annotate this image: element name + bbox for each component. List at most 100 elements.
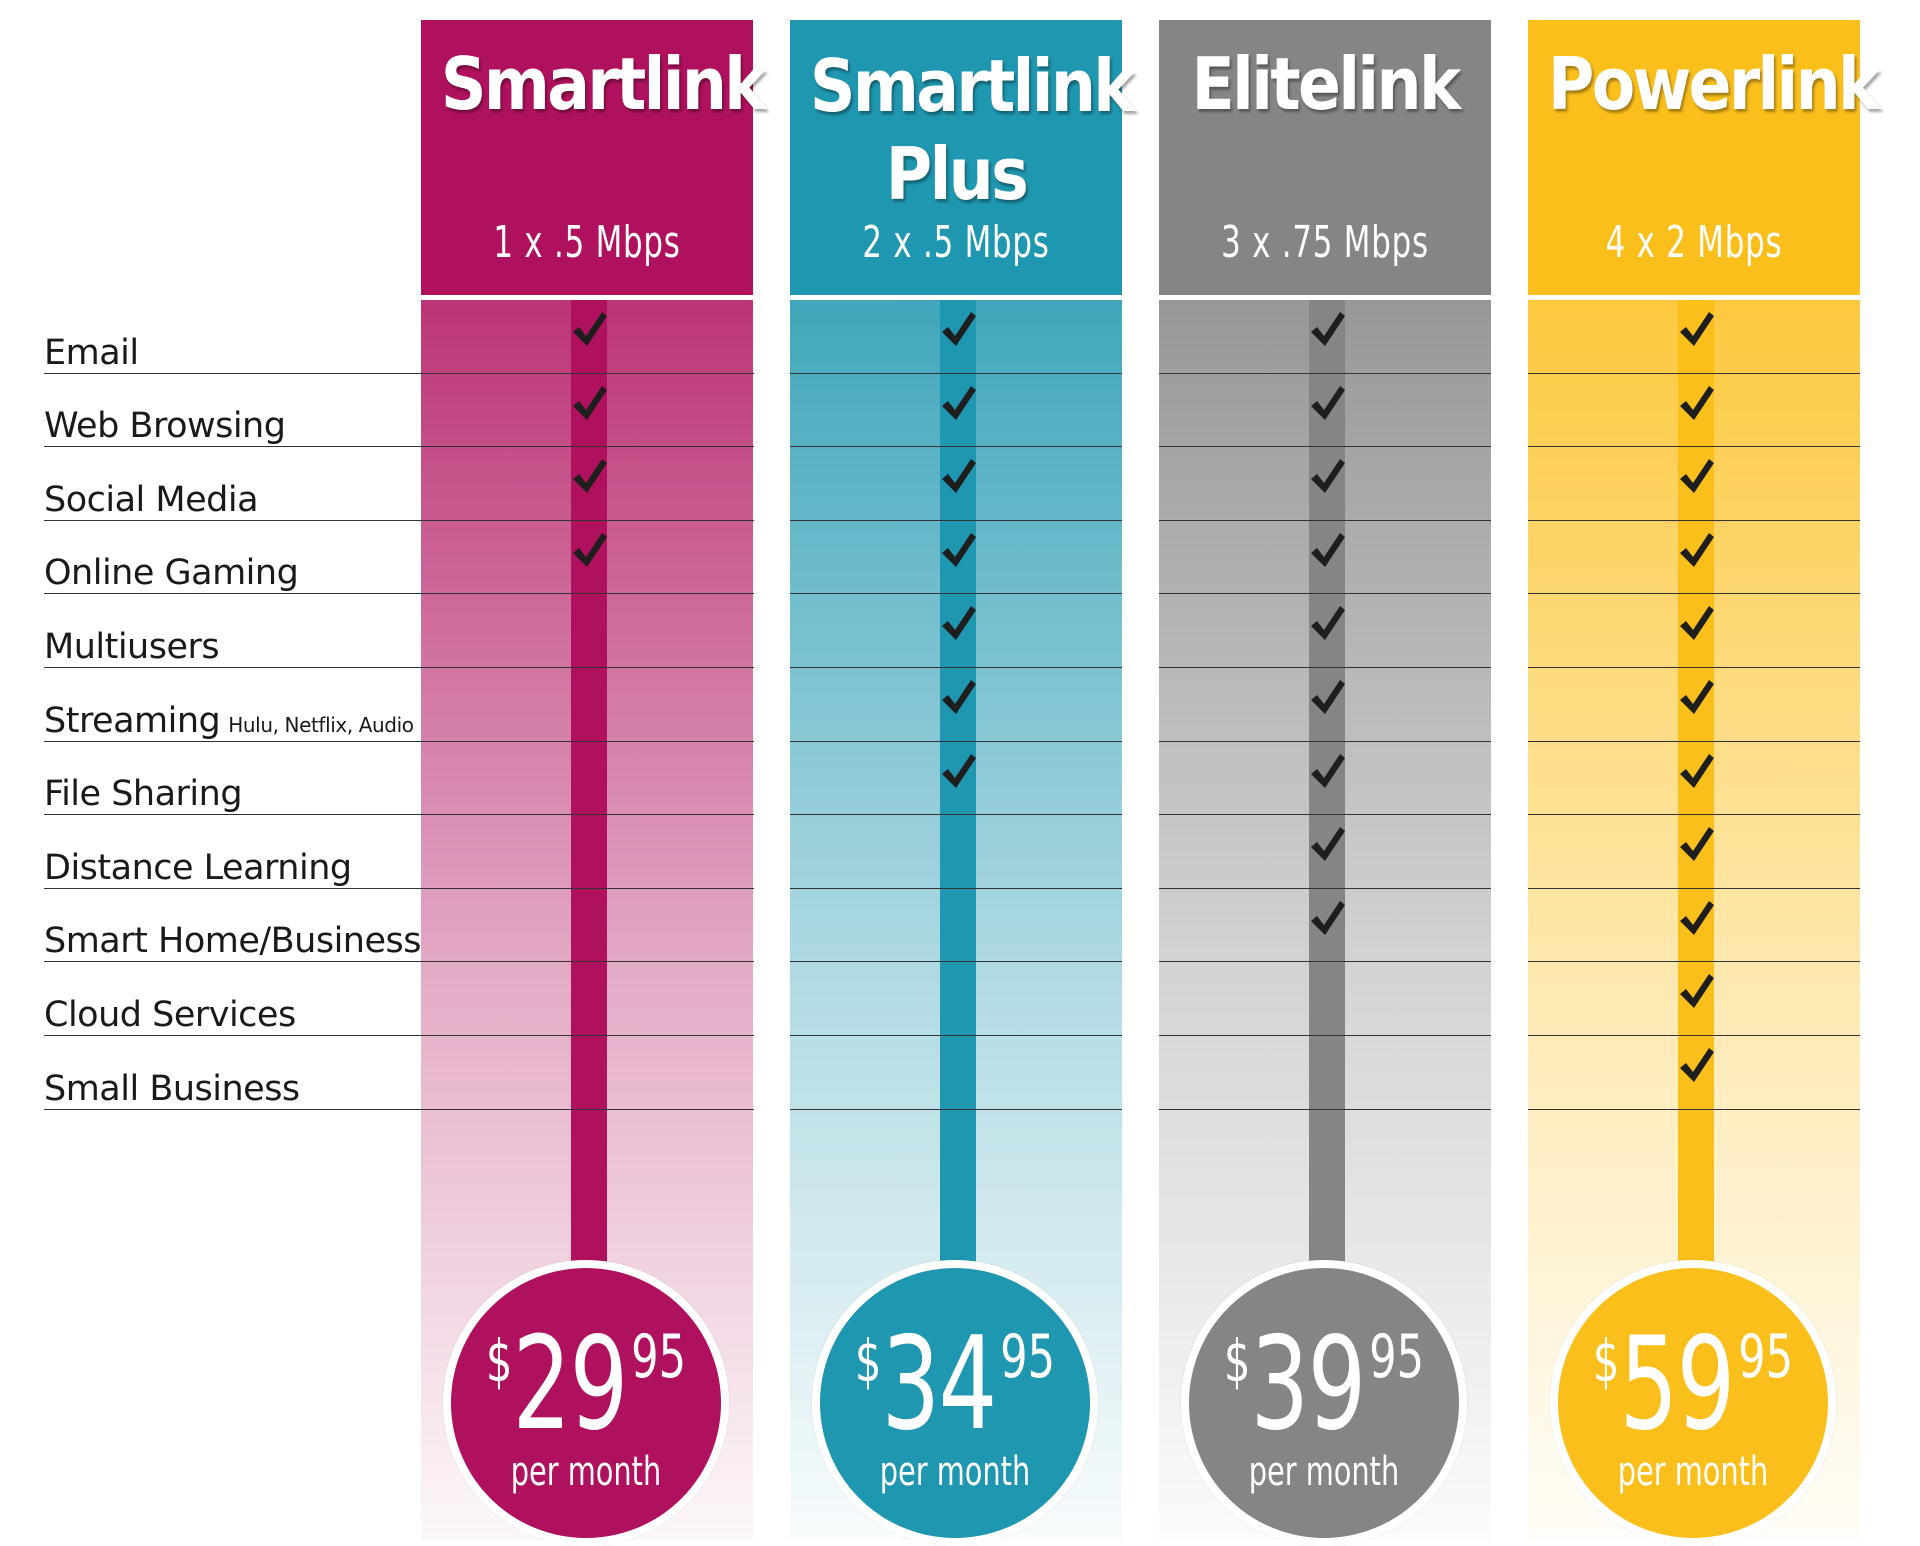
check-icon [1307, 529, 1347, 573]
check-icon [1676, 382, 1716, 426]
plan-feature-row [1528, 300, 1860, 374]
feature-list: Email Web Browsing Social Media Online G… [44, 300, 754, 1110]
price-badge: $ 59 95 per month [1550, 1260, 1836, 1546]
price-dollars: 39 [1250, 1310, 1366, 1459]
check-icon [569, 455, 609, 499]
check-icon [569, 529, 609, 573]
check-icon [569, 382, 609, 426]
feature-row: Distance Learning [44, 815, 754, 889]
check-icon [938, 382, 978, 426]
plan-feature-row [790, 1036, 1122, 1110]
check-icon [1676, 308, 1716, 352]
check-icon [1307, 750, 1347, 794]
feature-label-file-sharing: File Sharing [44, 774, 243, 815]
plan-header: Powerlink 4 x 2 Mbps [1528, 20, 1880, 295]
plan-name: Smartlink [440, 40, 767, 128]
feature-row: Web Browsing [44, 374, 754, 448]
price-line: $ 34 95 [854, 1320, 1055, 1450]
plan-feature-row [421, 815, 753, 889]
plan-feature-row [790, 668, 1122, 742]
check-icon [938, 455, 978, 499]
check-icon [1676, 750, 1716, 794]
plan-feature-row [1528, 742, 1860, 816]
feature-row: Social Media [44, 447, 754, 521]
plan-feature-row [1159, 815, 1491, 889]
check-icon [1307, 823, 1347, 867]
check-icon [1307, 382, 1347, 426]
plan-feature-row [790, 447, 1122, 521]
price-dollars: 59 [1619, 1310, 1735, 1459]
plan-feature-row [1528, 962, 1860, 1036]
feature-label-web-browsing: Web Browsing [44, 406, 286, 447]
price-cents: 95 [631, 1322, 687, 1392]
feature-row: Small Business [44, 1036, 754, 1110]
plan-rows [421, 300, 753, 1110]
feature-streaming-text: Streaming [44, 700, 221, 741]
feature-label-multiusers: Multiusers [44, 626, 220, 667]
price-currency: $ [1592, 1327, 1620, 1395]
price-period: per month [1617, 1449, 1769, 1495]
plan-feature-row [790, 521, 1122, 595]
plan-body: $ 34 95 per month [790, 300, 1122, 1546]
feature-label-online-gaming: Online Gaming [44, 553, 299, 594]
plan-feature-row [421, 962, 753, 1036]
plan-feature-row [1528, 594, 1860, 668]
plan-header: Smartlink Plus 2 x .5 Mbps [790, 20, 1136, 295]
plan-column-elitelink: Elitelink 3 x .75 Mbps $ 39 95 per month [1159, 20, 1491, 1546]
plan-feature-row [1159, 447, 1491, 521]
plan-name-line1: Smartlink [809, 44, 1136, 128]
plan-column-smartlink: Smartlink 1 x .5 Mbps $ 29 95 per month [421, 20, 767, 1546]
feature-row: Online Gaming [44, 521, 754, 595]
feature-label-small-business: Small Business [44, 1068, 300, 1109]
plan-feature-row [1159, 1036, 1491, 1110]
price-dollars: 29 [512, 1310, 628, 1459]
plan-feature-row [1528, 815, 1860, 889]
feature-label-smart-home-business: Smart Home/Business [44, 921, 422, 962]
plan-feature-row [421, 668, 753, 742]
plan-feature-row [1528, 374, 1860, 448]
plan-feature-row [1159, 594, 1491, 668]
plan-name-line1: Powerlink [1547, 42, 1880, 126]
plan-feature-row [790, 742, 1122, 816]
check-icon [1676, 455, 1716, 499]
price-cents: 95 [1738, 1322, 1794, 1392]
plan-feature-row [1528, 889, 1860, 963]
plan-feature-row [1528, 1036, 1860, 1110]
check-icon [569, 308, 609, 352]
plan-feature-row [790, 374, 1122, 448]
plan-feature-row [790, 962, 1122, 1036]
feature-row: Cloud Services [44, 962, 754, 1036]
plan-feature-row [790, 300, 1122, 374]
plan-body: $ 59 95 per month [1528, 300, 1860, 1546]
plan-feature-row [1528, 521, 1860, 595]
price-period: per month [1248, 1449, 1400, 1495]
plan-column-smartlink-plus: Smartlink Plus 2 x .5 Mbps $ 34 95 per m… [790, 20, 1136, 1546]
price-currency: $ [854, 1327, 882, 1395]
plan-feature-row [421, 521, 753, 595]
check-icon [1307, 602, 1347, 646]
check-icon [938, 529, 978, 573]
plan-name: Elitelink [1179, 40, 1471, 128]
check-icon [1676, 970, 1716, 1014]
plan-speed: 2 x .5 Mbps [862, 217, 1050, 268]
price-cents: 95 [1369, 1322, 1425, 1392]
feature-row: File Sharing [44, 742, 754, 816]
price-badge: $ 29 95 per month [443, 1260, 729, 1546]
plan-feature-row [1159, 889, 1491, 963]
plan-name-line1: Smartlink [440, 42, 767, 126]
check-icon [938, 602, 978, 646]
feature-label-streaming: Streaming Hulu, Netflix, Audio [44, 700, 414, 741]
plan-feature-row [1528, 668, 1860, 742]
plan-feature-row [1159, 742, 1491, 816]
plan-name-line2: Plus [885, 132, 1029, 216]
feature-row: Smart Home/Business [44, 889, 754, 963]
price-badge: $ 34 95 per month [812, 1260, 1098, 1546]
plan-feature-row [1159, 521, 1491, 595]
price-period: per month [510, 1449, 662, 1495]
price-line: $ 29 95 [486, 1310, 687, 1459]
feature-row: Streaming Hulu, Netflix, Audio [44, 668, 754, 742]
plan-name: Smartlink Plus [809, 42, 1136, 218]
price-line: $ 39 95 [1224, 1310, 1425, 1459]
plan-feature-row [1528, 447, 1860, 521]
